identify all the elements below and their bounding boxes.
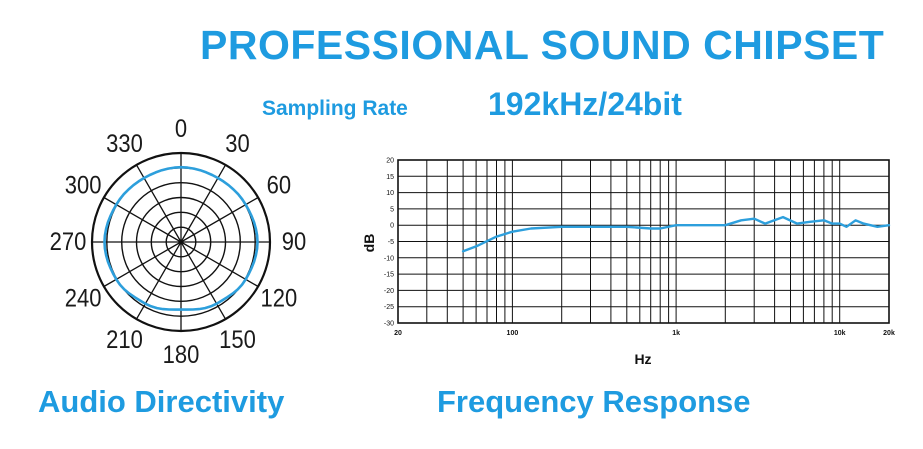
audio-directivity-caption: Audio Directivity <box>38 384 285 419</box>
directivity-pattern-curve <box>103 165 259 311</box>
polar-spoke <box>135 241 182 320</box>
freq-x-axis-label: Hz <box>634 351 651 367</box>
polar-angle-label: 300 <box>65 172 102 200</box>
sampling-rate-label: Sampling Rate <box>262 97 408 120</box>
freq-x-tick-label: 1k <box>672 330 680 337</box>
polar-angle-label: 120 <box>261 285 298 313</box>
freq-y-tick-label: 15 <box>386 174 394 181</box>
freq-x-tick-label: 10k <box>834 330 846 337</box>
freq-x-tick-label: 100 <box>507 330 519 337</box>
freq-x-tick-label: 20k <box>883 330 895 337</box>
polar-angle-label: 210 <box>106 327 143 355</box>
freq-plot-frame <box>397 159 890 324</box>
freq-y-tick-label: -25 <box>384 304 394 311</box>
frequency-response-line <box>461 215 891 253</box>
freq-x-tick-label: 20 <box>394 330 402 337</box>
freq-y-tick-label: 5 <box>390 206 394 213</box>
polar-angle-label: 270 <box>50 229 87 257</box>
polar-angle-label: 150 <box>219 327 256 355</box>
freq-y-tick-label: 10 <box>386 190 394 197</box>
headline: PROFESSIONAL SOUND CHIPSET <box>200 22 885 68</box>
polar-angle-label: 0 <box>175 116 187 144</box>
polar-angle-label: 30 <box>225 131 249 159</box>
polar-angle-label: 240 <box>65 285 102 313</box>
freq-y-tick-label: -20 <box>384 288 394 295</box>
freq-y-axis-label: dB <box>361 234 377 253</box>
freq-y-tick-label: -15 <box>384 272 394 279</box>
freq-y-tick-label: -30 <box>384 321 394 328</box>
polar-angle-label: 330 <box>106 131 143 159</box>
polar-angle-label: 90 <box>282 229 306 257</box>
polar-spoke <box>180 241 227 320</box>
freq-y-tick-label: -10 <box>384 255 394 262</box>
polar-angle-label: 180 <box>163 342 200 370</box>
freq-y-tick-label: 20 <box>386 158 394 165</box>
freq-y-tick-label: -5 <box>388 239 394 246</box>
sampling-rate-value: 192kHz/24bit <box>488 86 682 122</box>
freq-y-tick-label: 0 <box>390 223 394 230</box>
frequency-response-caption: Frequency Response <box>437 384 751 419</box>
polar-angle-label: 60 <box>267 172 291 200</box>
